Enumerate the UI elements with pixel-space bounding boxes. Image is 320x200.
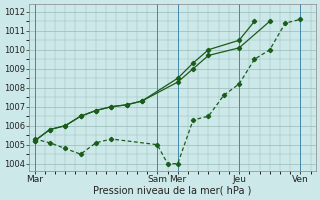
X-axis label: Pression niveau de la mer( hPa ): Pression niveau de la mer( hPa ) bbox=[93, 186, 252, 196]
